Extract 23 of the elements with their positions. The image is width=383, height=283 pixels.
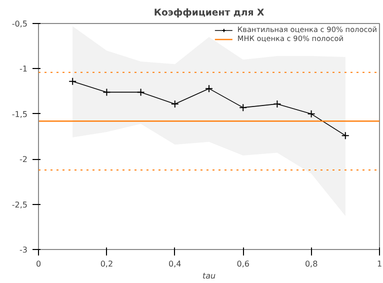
y-tick-label: -2,5 [12,200,28,210]
point [170,100,179,108]
x-tick-label: 0,2 [100,260,114,268]
x-tick-label: 0,4 [168,260,182,268]
point [68,77,77,86]
chart-title: Коэффициент для X [154,8,264,18]
x-tick-label: 0 [36,260,42,268]
y-tick-label: -1,5 [12,110,28,119]
y-tick-label: -1 [20,64,28,74]
point [239,104,248,112]
y-tick-label: -2 [20,155,28,164]
x-tick-label: 1 [376,260,382,268]
point [102,88,111,96]
x-axis-title: tau [202,272,216,280]
point [273,100,282,108]
x-tick-label: 0,8 [304,260,318,268]
point [341,132,350,140]
point [136,88,145,96]
point [307,110,316,118]
point [205,84,213,93]
x-tick-label: 0,6 [236,260,250,268]
y-tick-label: -3 [20,246,28,254]
y-tick-label: -0,5 [12,20,28,28]
